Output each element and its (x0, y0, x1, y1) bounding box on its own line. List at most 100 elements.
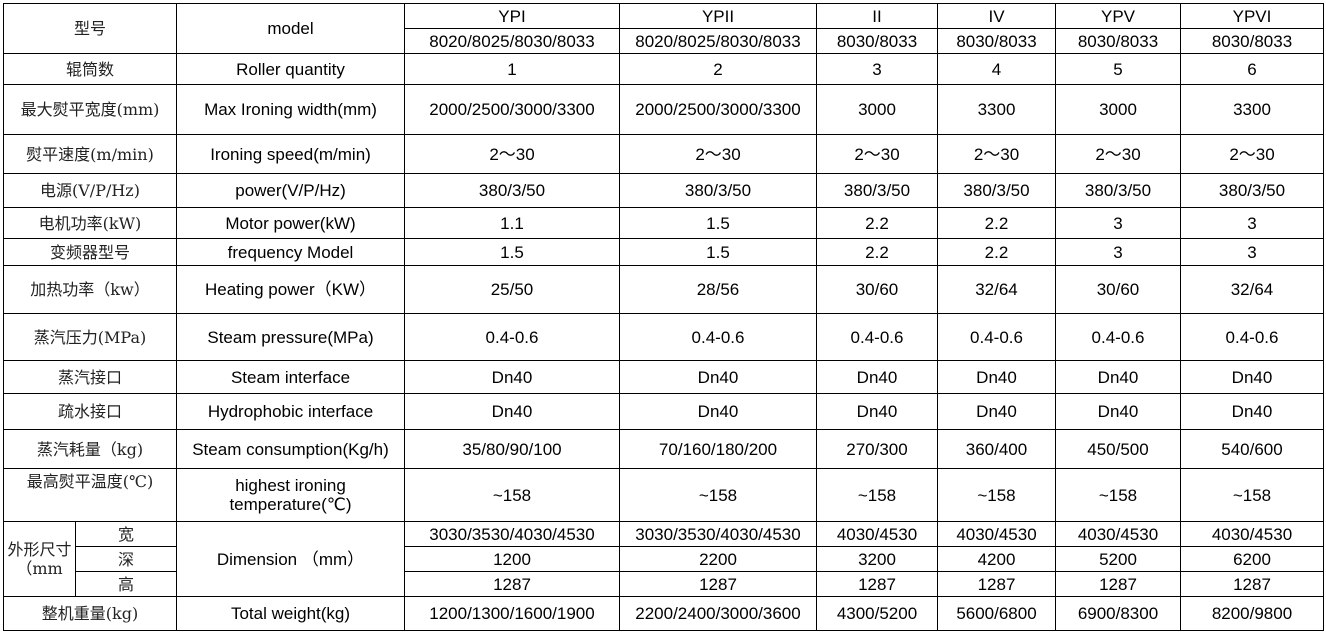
spec-value: 380/3/50 (619, 173, 817, 208)
table-row: 电源(V/P/Hz) power(V/P/Hz) 380/3/50 380/3/50 3… (3, 173, 1324, 208)
spec-value: 2 (619, 53, 817, 85)
spec-value: 2～30 (619, 134, 817, 174)
spec-value: 3 (816, 53, 938, 85)
spec-label-cn: 最大熨平宽度(mm) (3, 84, 177, 135)
table-row: 最大熨平宽度(mm) Max Ironing width(mm) 2000/2500… (3, 84, 1324, 135)
spec-label-en: frequency Model (176, 238, 405, 266)
model-name: YPI (404, 3, 620, 29)
spec-value: 6 (1180, 53, 1324, 85)
spec-value: 4 (937, 53, 1056, 85)
dimension-value: 3030/3530/4030/4530 (404, 521, 620, 547)
spec-label-cn: 熨平速度(m/min) (3, 134, 177, 174)
spec-value: ~158 (404, 468, 620, 522)
spec-label-cn: 蒸汽接口 (3, 360, 177, 394)
table-row: 电机功率(kW) Motor power(kW) 1.1 1.5 2.2 2.2 3 3 (3, 207, 1324, 239)
spec-label-en: Steam interface (176, 360, 405, 394)
dimension-value: 1287 (619, 571, 817, 597)
dimension-value: 1287 (816, 571, 938, 597)
dimension-value: 1287 (937, 571, 1056, 597)
dimension-value: 4200 (937, 546, 1056, 572)
spec-label-en: Ironing speed(m/min) (176, 134, 405, 174)
spec-value: 1.5 (619, 207, 817, 239)
dimension-value: 3030/3530/4030/4530 (619, 521, 817, 547)
spec-value: Dn40 (619, 360, 817, 394)
spec-value: 2.2 (937, 238, 1056, 266)
spec-value: 3 (1055, 207, 1181, 239)
spec-value: 360/400 (937, 429, 1056, 469)
model-variants: 8020/8025/8030/8033 (619, 28, 817, 54)
spec-value: 0.4-0.6 (1055, 313, 1181, 361)
weight-label-cn: 整机重量(kg) (3, 596, 177, 631)
table-row: 加热功率（kw） Heating power（KW） 25/50 28/56 30/60… (3, 265, 1324, 314)
spec-value: ~158 (1180, 468, 1324, 522)
dimension-value: 6200 (1180, 546, 1324, 572)
spec-value: Dn40 (937, 360, 1056, 394)
spec-value: 540/600 (1180, 429, 1324, 469)
weight-value: 6900/8300 (1055, 596, 1181, 631)
spec-value: 2000/2500/3000/3300 (619, 84, 817, 135)
spec-value: 3 (1180, 238, 1324, 266)
spec-value: 25/50 (404, 265, 620, 314)
spec-value: 2000/2500/3000/3300 (404, 84, 620, 135)
dimension-value: 1287 (1055, 571, 1181, 597)
spec-value: 3 (1180, 207, 1324, 239)
weight-value: 4300/5200 (816, 596, 938, 631)
weight-value: 1200/1300/1600/1900 (404, 596, 620, 631)
model-variants: 8020/8025/8030/8033 (404, 28, 620, 54)
model-variants: 8030/8033 (816, 28, 938, 54)
dimension-sub-label: 深 (75, 546, 177, 572)
table-row: 变频器型号 frequency Model 1.5 1.5 2.2 2.2 3 3 (3, 238, 1324, 266)
spec-value: ~158 (1055, 468, 1181, 522)
spec-value: Dn40 (404, 393, 620, 430)
model-name: IV (937, 3, 1056, 29)
dimension-value: 1200 (404, 546, 620, 572)
spec-value: 380/3/50 (1055, 173, 1181, 208)
spec-value: ~158 (619, 468, 817, 522)
spec-value: 3300 (937, 84, 1056, 135)
spec-label-cn: 辊筒数 (3, 53, 177, 85)
dimension-sub-label: 高 (75, 571, 177, 597)
model-variants: 8030/8033 (1180, 28, 1324, 54)
dimension-value: 3200 (816, 546, 938, 572)
model-variants: 8030/8033 (937, 28, 1056, 54)
spec-value: Dn40 (619, 393, 817, 430)
table-row: 蒸汽接口 Steam interface Dn40 Dn40 Dn40 Dn40 Dn40 D… (3, 360, 1324, 394)
dimension-value: 4030/4530 (937, 521, 1056, 547)
spec-value: 1.5 (404, 238, 620, 266)
model-variants: 8030/8033 (1055, 28, 1181, 54)
spec-label-cn: 变频器型号 (3, 238, 177, 266)
spec-value: 0.4-0.6 (619, 313, 817, 361)
spec-label-cn: 蒸汽压力(MPa) (3, 313, 177, 361)
spec-value: 2～30 (937, 134, 1056, 174)
spec-label-cn: 电机功率(kW) (3, 207, 177, 239)
spec-value: Dn40 (404, 360, 620, 394)
weight-value: 8200/9800 (1180, 596, 1324, 631)
header-cn-label: 型号 (3, 3, 177, 54)
table-row: 蒸汽耗量（kg) Steam consumption(Kg/h) 35/80/90/… (3, 429, 1324, 469)
spec-value: ~158 (816, 468, 938, 522)
spec-label-en: Max Ironing width(mm) (176, 84, 405, 135)
header-en-label: model (176, 3, 405, 54)
spec-value: 30/60 (1055, 265, 1181, 314)
dimension-value: 1287 (1180, 571, 1324, 597)
spec-value: 2.2 (816, 238, 938, 266)
spec-value: 35/80/90/100 (404, 429, 620, 469)
spec-value: 30/60 (816, 265, 938, 314)
spec-label-en: Steam pressure(MPa) (176, 313, 405, 361)
spec-value: 0.4-0.6 (816, 313, 938, 361)
spec-label-cn: 电源(V/P/Hz) (3, 173, 177, 208)
spec-value: 0.4-0.6 (404, 313, 620, 361)
spec-value: 1 (404, 53, 620, 85)
spec-value: 3300 (1180, 84, 1324, 135)
spec-value: Dn40 (1055, 393, 1181, 430)
spec-value: 1.1 (404, 207, 620, 239)
table-row: 疏水接口 Hydrophobic interface Dn40 Dn40 Dn40 Dn4… (3, 393, 1324, 430)
dimension-value: 1287 (404, 571, 620, 597)
spec-value: 5 (1055, 53, 1181, 85)
table-row: 熨平速度(m/min) Ironing speed(m/min) 2～30 2～30 2… (3, 134, 1324, 174)
spec-value: Dn40 (816, 360, 938, 394)
table-row: 外形尺寸（mm 宽 Dimension （mm） 3030/3530/4030/453… (3, 521, 1324, 597)
spec-value: 2.2 (937, 207, 1056, 239)
spec-value: Dn40 (1180, 393, 1324, 430)
dimension-value: 4030/4530 (1180, 521, 1324, 547)
